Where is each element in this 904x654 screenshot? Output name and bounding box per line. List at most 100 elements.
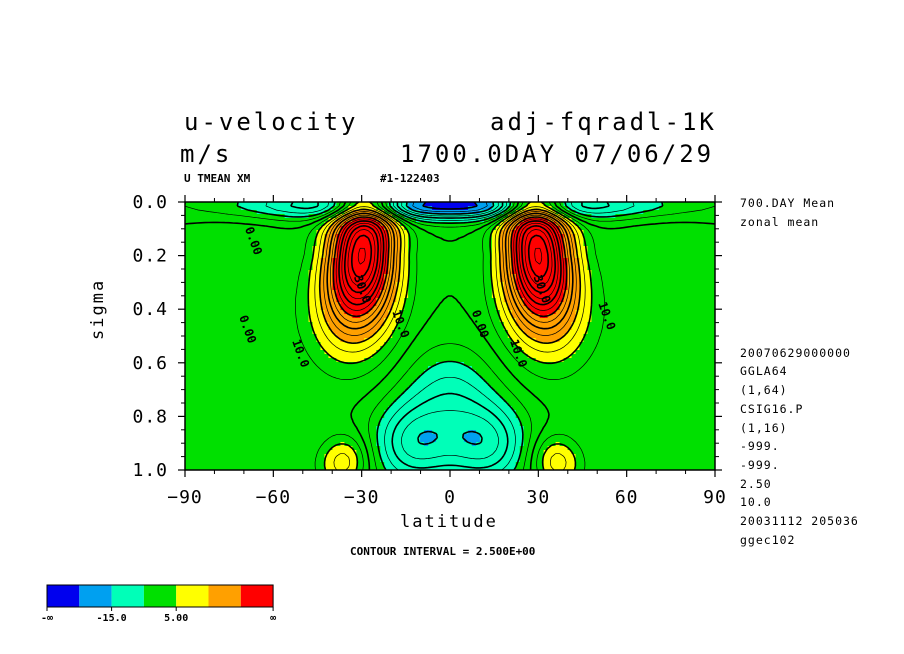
- heatmap-cell: [256, 298, 262, 303]
- heatmap-cell: [607, 326, 612, 331]
- heatmap-cell: [683, 322, 688, 327]
- heatmap-cell: [615, 282, 620, 287]
- heatmap-cell: [495, 306, 501, 311]
- heatmap-cell: [300, 338, 306, 343]
- heatmap-cell: [276, 306, 282, 311]
- heatmap-cell: [185, 322, 190, 327]
- heatmap-cell: [424, 254, 429, 259]
- heatmap-cell: [551, 218, 557, 223]
- heatmap-cell: [535, 318, 541, 323]
- heatmap-cell: [208, 258, 214, 263]
- heatmap-cell: [487, 298, 493, 303]
- heatmap-cell: [599, 266, 605, 271]
- heatmap-cell: [260, 230, 266, 235]
- heatmap-cell: [216, 294, 222, 299]
- heatmap-cell: [707, 246, 712, 251]
- heatmap-cell: [304, 270, 310, 275]
- heatmap-cell: [240, 238, 246, 243]
- heatmap-cell: [304, 310, 310, 315]
- heatmap-cell: [671, 210, 676, 215]
- heatmap-cell: [304, 338, 310, 343]
- heatmap-cell: [312, 346, 318, 351]
- heatmap-cell: [404, 350, 409, 355]
- heatmap-cell: [256, 294, 262, 299]
- heatmap-cell: [627, 278, 632, 283]
- heatmap-cell: [675, 342, 680, 347]
- heatmap-cell: [591, 226, 597, 231]
- heatmap-cell: [240, 274, 246, 279]
- heatmap-cell: [196, 294, 202, 299]
- heatmap-cell: [455, 278, 461, 283]
- heatmap-cell: [360, 294, 365, 299]
- heatmap-cell: [595, 342, 601, 347]
- heatmap-cell: [587, 242, 593, 247]
- heatmap-cell: [603, 322, 609, 327]
- heatmap-cell: [547, 202, 553, 207]
- heatmap-cell: [543, 310, 549, 315]
- heatmap-cell: [200, 326, 206, 331]
- heatmap-cell: [292, 330, 298, 335]
- heatmap-cell: [264, 310, 270, 315]
- heatmap-cell: [707, 258, 712, 263]
- heatmap-cell: [432, 314, 437, 319]
- heatmap-cell: [567, 214, 573, 219]
- heatmap-cell: [256, 238, 262, 243]
- heatmap-cell: [643, 262, 648, 267]
- heatmap-cell: [436, 306, 441, 311]
- heatmap-cell: [471, 334, 477, 339]
- heatmap-cell: [483, 294, 489, 299]
- heatmap-cell: [507, 326, 513, 331]
- heatmap-cell: [392, 282, 397, 287]
- heatmap-cell: [185, 294, 190, 299]
- heatmap-cell: [228, 286, 234, 291]
- heatmap-cell: [284, 274, 290, 279]
- heatmap-cell: [208, 342, 214, 347]
- heatmap-cell: [647, 218, 652, 223]
- heatmap-cell: [420, 274, 425, 279]
- heatmap-cell: [687, 302, 692, 307]
- heatmap-cell: [639, 266, 644, 271]
- heatmap-cell: [320, 290, 326, 295]
- heatmap-cell: [268, 266, 274, 271]
- heatmap-cell: [185, 230, 190, 235]
- heatmap-cell: [220, 314, 226, 319]
- heatmap-cell: [707, 278, 712, 283]
- heatmap-cell: [360, 286, 365, 291]
- heatmap-cell: [240, 278, 246, 283]
- heatmap-cell: [440, 202, 445, 207]
- heatmap-cell: [384, 234, 389, 239]
- heatmap-cell: [248, 290, 254, 295]
- heatmap-cell: [515, 318, 521, 323]
- heatmap-cell: [615, 306, 620, 311]
- heatmap-cell: [487, 286, 493, 291]
- heatmap-cell: [352, 258, 357, 263]
- heatmap-cell: [647, 278, 652, 283]
- heatmap-cell: [471, 310, 477, 315]
- heatmap-cell: [328, 326, 334, 331]
- heatmap-cell: [368, 202, 373, 207]
- heatmap-cell: [344, 346, 349, 351]
- heatmap-cell: [348, 258, 353, 263]
- heatmap-cell: [368, 234, 373, 239]
- heatmap-cell: [228, 262, 234, 267]
- heatmap-cell: [463, 250, 469, 255]
- heatmap-cell: [711, 298, 715, 303]
- heatmap-cell: [619, 306, 624, 311]
- heatmap-cell: [328, 234, 334, 239]
- heatmap-cell: [675, 250, 680, 255]
- heatmap-cell: [408, 298, 413, 303]
- heatmap-cell: [324, 314, 330, 319]
- heatmap-cell: [332, 338, 338, 343]
- heatmap-cell: [396, 234, 401, 239]
- heatmap-cell: [448, 330, 453, 335]
- heatmap-cell: [280, 322, 286, 327]
- heatmap-cell: [663, 242, 668, 247]
- heatmap-cell: [268, 330, 274, 335]
- heatmap-cell: [699, 230, 704, 235]
- heatmap-cell: [440, 210, 445, 215]
- heatmap-cell: [216, 234, 222, 239]
- heatmap-cell: [380, 342, 385, 347]
- heatmap-cell: [288, 326, 294, 331]
- heatmap-cell: [639, 314, 644, 319]
- heatmap-cell: [535, 250, 541, 255]
